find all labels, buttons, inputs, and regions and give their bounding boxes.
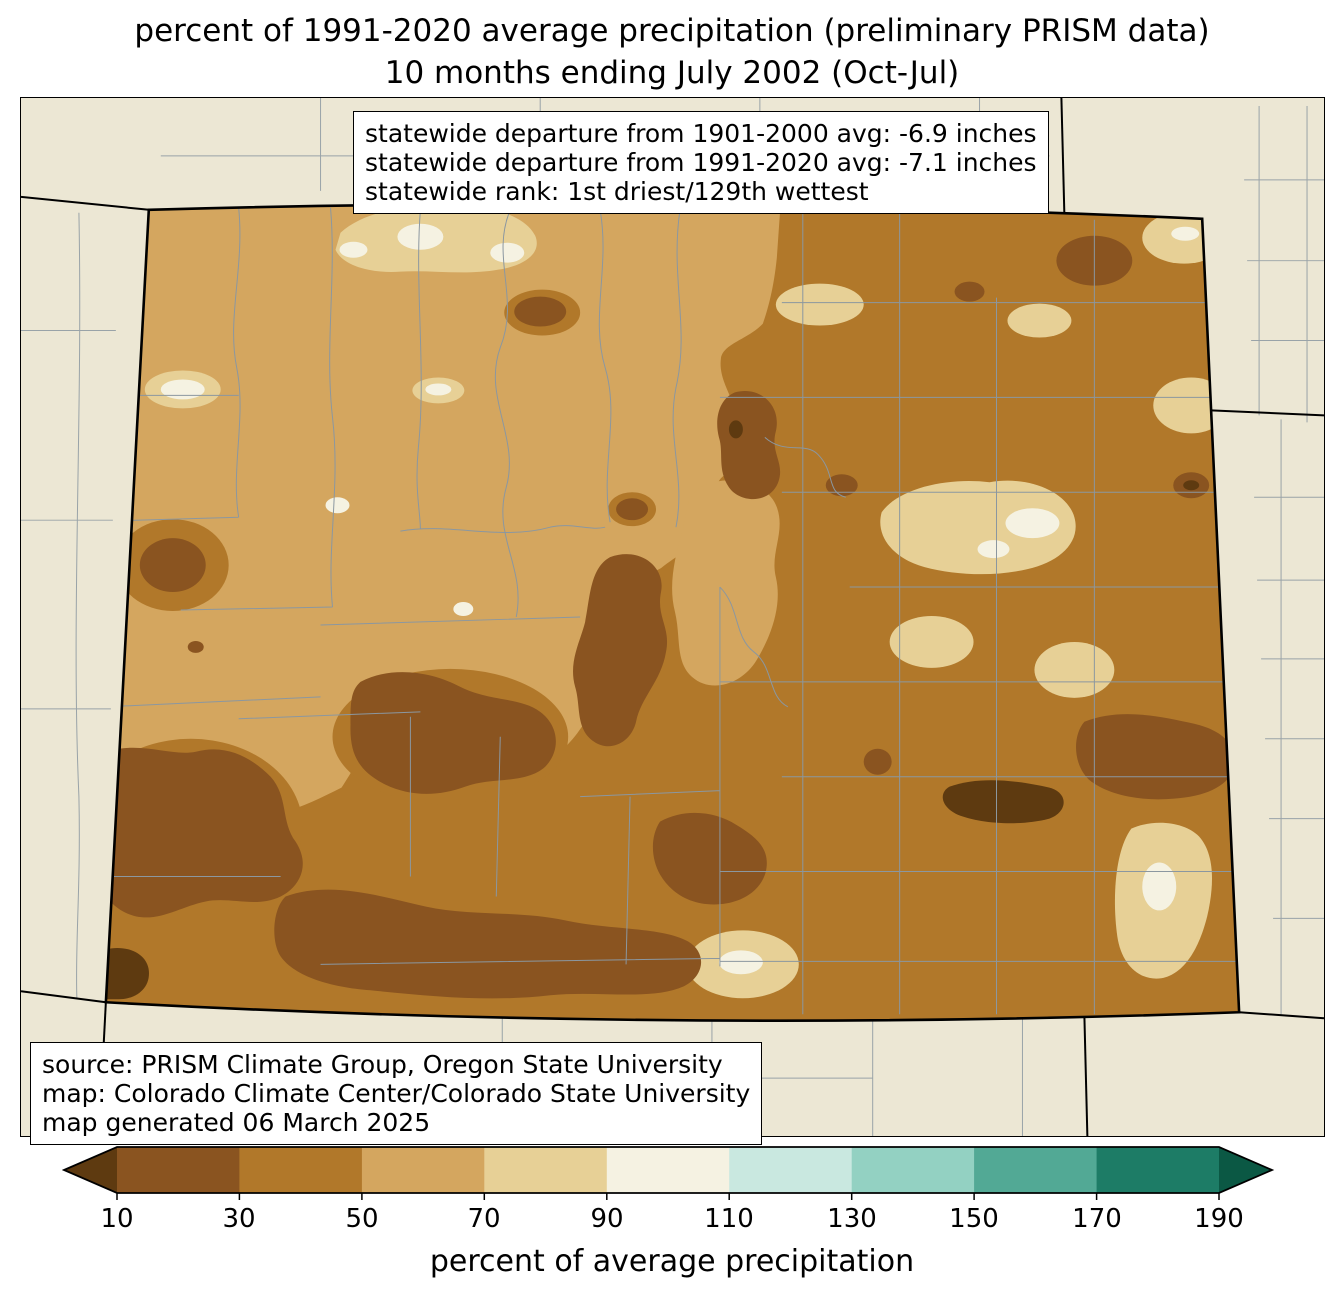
colorbar-tickmarks xyxy=(116,1193,1220,1200)
tick-label: 50 xyxy=(345,1204,378,1234)
colorbar-segment-p130_150 xyxy=(851,1147,975,1193)
colorbar-segments xyxy=(64,1147,1272,1193)
tick-label: 10 xyxy=(100,1204,133,1234)
tick-label: 170 xyxy=(1072,1204,1122,1234)
colorado-map-svg xyxy=(21,98,1324,1136)
source-box: source: PRISM Climate Group, Oregon Stat… xyxy=(30,1042,763,1145)
source-line-3: map generated 06 March 2025 xyxy=(42,1108,431,1137)
statewide-stats-box: statewide departure from 1901-2000 avg: … xyxy=(353,111,1049,214)
source-line-1: source: PRISM Climate Group, Oregon Stat… xyxy=(42,1050,723,1079)
colorado-fill-layers xyxy=(105,204,1240,1021)
colorbar-segment-p10_30 xyxy=(117,1147,240,1193)
stats-line-1: statewide departure from 1901-2000 avg: … xyxy=(365,119,1037,148)
tick-label: 190 xyxy=(1194,1204,1244,1234)
colorbar-segment-p70_90 xyxy=(484,1147,608,1193)
title-line-1: percent of 1991-2020 average precipitati… xyxy=(134,13,1210,49)
tick-label: 150 xyxy=(949,1204,999,1234)
state-border-lines xyxy=(21,98,1324,1136)
colorbar: 10 30 50 70 90 110 130 150 170 190 xyxy=(61,1145,1282,1241)
colorbar-outline xyxy=(61,1146,1275,1194)
stats-line-2: statewide departure from 1991-2020 avg: … xyxy=(365,148,1037,177)
colorbar-segment-p110_130 xyxy=(729,1147,853,1193)
region-10-30 xyxy=(105,235,1235,999)
region-under-10 xyxy=(105,420,1200,1000)
tick-label: 70 xyxy=(467,1204,500,1234)
colorbar-arrow-under xyxy=(64,1147,117,1193)
source-line-2: map: Colorado Climate Center/Colorado St… xyxy=(42,1079,751,1108)
tick-label: 130 xyxy=(827,1204,877,1234)
colorbar-axis-label: percent of average precipitation xyxy=(429,1244,915,1279)
region-50-70-overlay xyxy=(672,480,780,686)
colorbar-segment-p50_70 xyxy=(361,1147,485,1193)
colorbar-segment-p30_50 xyxy=(239,1147,363,1193)
page-title: percent of 1991-2020 average precipitati… xyxy=(0,10,1344,94)
colorbar-tick-labels: 10 30 50 70 90 110 130 150 170 190 xyxy=(100,1204,1243,1234)
stats-line-3: statewide rank: 1st driest/129th wettest xyxy=(365,177,869,206)
colorbar-svg: 10 30 50 70 90 110 130 150 170 190 xyxy=(61,1146,1275,1234)
title-line-2: 10 months ending July 2002 (Oct-Jul) xyxy=(384,55,960,91)
region-90-110 xyxy=(160,223,1200,975)
colorbar-segment-p170_190 xyxy=(1096,1147,1220,1193)
colorbar-segment-p90_110 xyxy=(606,1147,730,1193)
tick-label: 30 xyxy=(222,1204,255,1234)
tick-label: 110 xyxy=(704,1204,754,1234)
tick-label: 90 xyxy=(590,1204,623,1234)
colorbar-arrow-over xyxy=(1219,1147,1272,1193)
colorbar-segment-p150_170 xyxy=(974,1147,1098,1193)
map-area xyxy=(20,97,1325,1137)
